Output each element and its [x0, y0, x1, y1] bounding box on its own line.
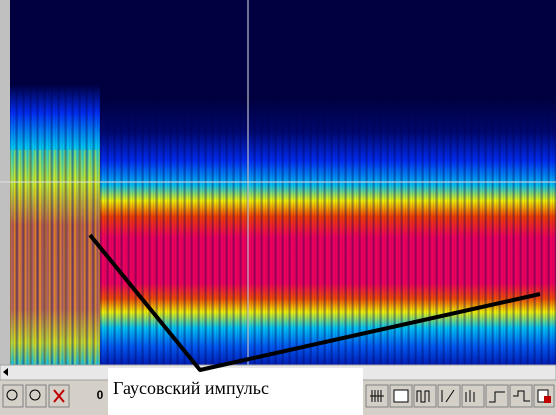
- zoom-out-icon: [29, 389, 41, 401]
- annotation-line: [88, 233, 541, 372]
- tool-icon: [513, 390, 530, 402]
- tool-icon: [370, 390, 384, 402]
- tool-icon: [393, 389, 409, 403]
- close-icon: [53, 389, 65, 403]
- scroll-left-arrow[interactable]: [3, 368, 8, 376]
- tool-button[interactable]: [485, 384, 509, 408]
- zoom-in-icon: [6, 389, 18, 401]
- tool-icon: [489, 391, 505, 403]
- left-toolbar: [2, 384, 70, 408]
- tool-icon: [416, 390, 430, 403]
- position-value: 0: [97, 388, 104, 402]
- tool-icon: [465, 390, 475, 402]
- zoom-out-button[interactable]: [25, 384, 47, 408]
- tool-button[interactable]: [461, 384, 485, 408]
- pulse-streaks: [10, 85, 100, 365]
- annotation-background: [108, 368, 363, 415]
- annotation-text: Гаусовский импульс: [113, 378, 269, 398]
- right-toolbar: [365, 384, 555, 408]
- zoom-in-button[interactable]: [2, 384, 24, 408]
- tool-icon: [441, 389, 455, 403]
- tool-icon: [544, 396, 551, 403]
- spectrum-noise: [100, 100, 556, 365]
- tool-button[interactable]: [437, 384, 461, 408]
